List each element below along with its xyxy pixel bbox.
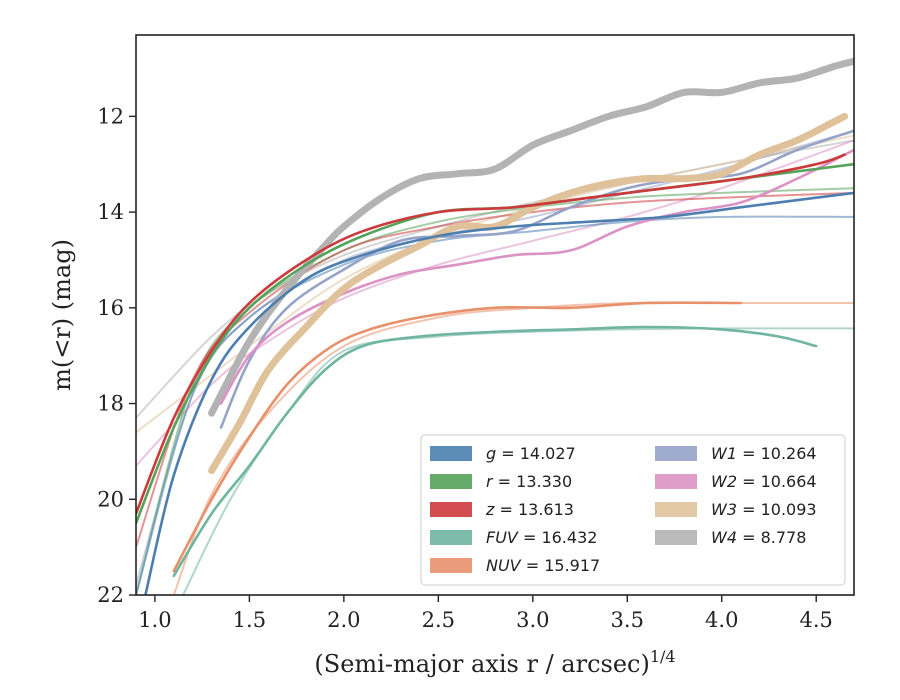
x-tick-label: 3.0 <box>516 608 549 632</box>
x-axis-label-text: (Semi-major axis r / arcsec) <box>314 650 649 678</box>
x-tick-label: 1.5 <box>233 608 266 632</box>
legend-band-name: r <box>486 472 494 491</box>
legend-band-name: W1 <box>711 444 737 463</box>
legend-band-value: = 10.264 <box>737 444 817 463</box>
data-curve-w3 <box>208 112 849 475</box>
legend-swatch-g <box>430 446 472 461</box>
legend-swatch-r <box>430 474 472 489</box>
x-tick-label: 2.0 <box>327 608 360 632</box>
y-tick-label: 22 <box>97 583 124 607</box>
x-axis-label: (Semi-major axis r / arcsec)1/4 <box>314 647 675 678</box>
legend-band-value: = 10.664 <box>737 472 817 491</box>
x-tick-label: 4.0 <box>705 608 738 632</box>
y-axis-label: m(<r) (mag) <box>48 239 76 391</box>
legend-swatch-w1 <box>655 446 697 461</box>
legend-swatch-z <box>430 502 472 517</box>
legend-band-value: = 10.093 <box>737 500 817 519</box>
legend-band-value: = 13.613 <box>494 500 574 519</box>
legend-band-value: = 8.778 <box>737 528 806 547</box>
legend-swatch-nuv <box>430 558 472 573</box>
x-tick-label: 3.5 <box>611 608 644 632</box>
y-axis: 12 14 16 18 20 22 <box>97 104 136 607</box>
x-tick-label: 4.5 <box>800 608 833 632</box>
plot-frame <box>135 34 855 596</box>
curves-layer <box>136 57 854 595</box>
legend-band-name: W2 <box>711 472 737 491</box>
x-axis-label-exponent: 1/4 <box>650 647 676 666</box>
legend-band-name: W3 <box>711 500 737 519</box>
data-curve-z <box>136 153 846 515</box>
legend-entry-w2: W2 = 10.664 <box>711 472 817 491</box>
legend-swatch-w3 <box>655 502 697 517</box>
legend-box <box>420 434 846 586</box>
data-curve-g <box>144 191 854 595</box>
model-curve-w4 <box>136 139 854 419</box>
legend-band-value: = 15.917 <box>521 556 601 575</box>
y-tick-label: 14 <box>97 200 124 224</box>
data-curve-nuv <box>172 301 742 573</box>
legend-band-name: FUV <box>486 528 519 547</box>
legend-band-name: z <box>485 500 495 519</box>
legend-band-value: = 16.432 <box>518 528 598 547</box>
legend-entry-w1: W1 = 10.264 <box>711 444 817 463</box>
data-curve-w4 <box>208 57 854 417</box>
legend-entry-w4: W4 = 8.778 <box>711 528 806 547</box>
legend-band-value: = 14.027 <box>496 444 576 463</box>
legend-band-name: W4 <box>711 528 737 547</box>
x-tick-label: 1.0 <box>138 608 171 632</box>
data-curve-fuv <box>172 325 818 578</box>
legend-swatch-fuv <box>430 530 472 545</box>
legend-entry-z: z = 13.613 <box>485 500 574 519</box>
y-tick-label: 12 <box>97 104 124 128</box>
legend-entry-r: r = 13.330 <box>486 472 572 491</box>
x-axis: 1.0 1.5 2.0 2.5 3.0 3.5 4.0 4.5 <box>138 595 833 632</box>
legend-entry-g: g = 14.027 <box>486 444 576 463</box>
legend-entry-nuv: NUV = 15.917 <box>486 556 600 575</box>
model-curve-r <box>136 187 854 595</box>
legend-band-value: = 13.330 <box>493 472 573 491</box>
legend-entry-w3: W3 = 10.093 <box>711 500 817 519</box>
legend-band-name: g <box>486 444 496 463</box>
legend-band-name: NUV <box>486 556 522 575</box>
y-tick-label: 18 <box>97 392 124 416</box>
x-tick-label: 2.5 <box>422 608 455 632</box>
data-curve-w1 <box>219 129 854 429</box>
data-curve-w2 <box>219 148 854 405</box>
legend-swatch-w4 <box>655 530 697 545</box>
legend-swatch-w2 <box>655 474 697 489</box>
legend-entry-fuv: FUV = 16.432 <box>486 528 597 547</box>
y-tick-label: 16 <box>97 296 124 320</box>
y-tick-label: 20 <box>97 487 124 511</box>
